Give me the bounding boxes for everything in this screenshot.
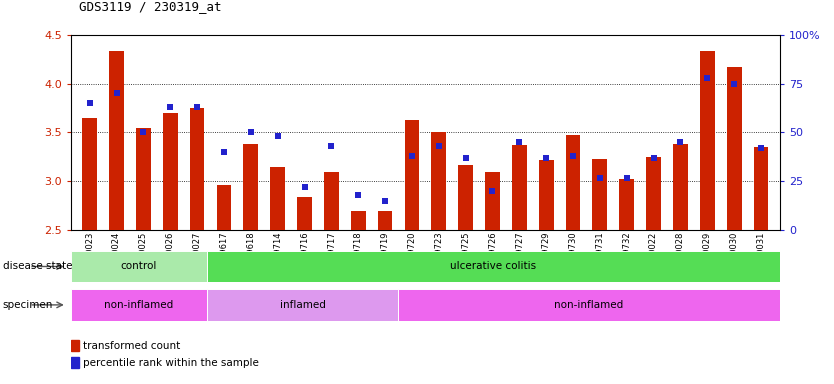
Bar (646, 157, 661, 230)
Text: GDS3119 / 230319_at: GDS3119 / 230319_at (79, 0, 222, 13)
Bar (207, 251, 780, 282)
Point (513, 139, 526, 146)
Point (540, 155, 553, 161)
Text: control: control (121, 262, 158, 271)
Bar (189, 108, 204, 230)
Point (324, 143, 338, 149)
Bar (71, 340, 79, 351)
Bar (512, 145, 527, 230)
Bar (592, 159, 607, 230)
Point (620, 174, 633, 180)
Bar (270, 167, 285, 230)
Bar (620, 179, 634, 230)
Bar (378, 211, 393, 230)
Bar (71, 357, 79, 368)
Point (110, 90, 123, 96)
Bar (71, 289, 207, 321)
Point (727, 81, 741, 87)
Point (485, 188, 499, 194)
Text: disease state: disease state (3, 262, 72, 271)
Point (432, 143, 445, 149)
Bar (565, 136, 580, 230)
Bar (163, 113, 178, 230)
Text: percentile rank within the sample: percentile rank within the sample (83, 358, 259, 368)
Bar (539, 160, 554, 230)
Point (137, 129, 150, 136)
Bar (324, 172, 339, 230)
Bar (71, 251, 207, 282)
Bar (109, 51, 124, 230)
Point (701, 74, 714, 81)
Point (190, 104, 203, 110)
Point (271, 133, 284, 139)
Bar (431, 132, 446, 230)
Bar (673, 144, 688, 230)
Point (674, 139, 687, 146)
Bar (398, 289, 780, 321)
Text: ulcerative colitis: ulcerative colitis (450, 262, 536, 271)
Point (379, 198, 392, 204)
Point (754, 145, 767, 151)
Point (566, 153, 580, 159)
Text: non-inflamed: non-inflamed (104, 300, 173, 310)
Bar (458, 165, 473, 230)
Text: transformed count: transformed count (83, 341, 180, 351)
Point (83, 100, 97, 106)
Point (298, 184, 311, 190)
Bar (207, 289, 398, 321)
Bar (351, 211, 365, 230)
Point (218, 149, 231, 155)
Bar (485, 172, 500, 230)
Bar (700, 51, 715, 230)
Point (593, 174, 606, 180)
Bar (136, 127, 151, 230)
Bar (217, 185, 231, 230)
Text: non-inflamed: non-inflamed (555, 300, 624, 310)
Text: specimen: specimen (3, 300, 53, 310)
Point (459, 155, 472, 161)
Bar (404, 120, 420, 230)
Text: inflamed: inflamed (279, 300, 325, 310)
Bar (244, 144, 259, 230)
Bar (297, 197, 312, 230)
Point (163, 104, 177, 110)
Point (244, 129, 258, 136)
Point (647, 155, 661, 161)
Bar (83, 118, 97, 230)
Point (405, 153, 419, 159)
Bar (726, 67, 741, 230)
Point (352, 192, 365, 198)
Bar (754, 147, 768, 230)
